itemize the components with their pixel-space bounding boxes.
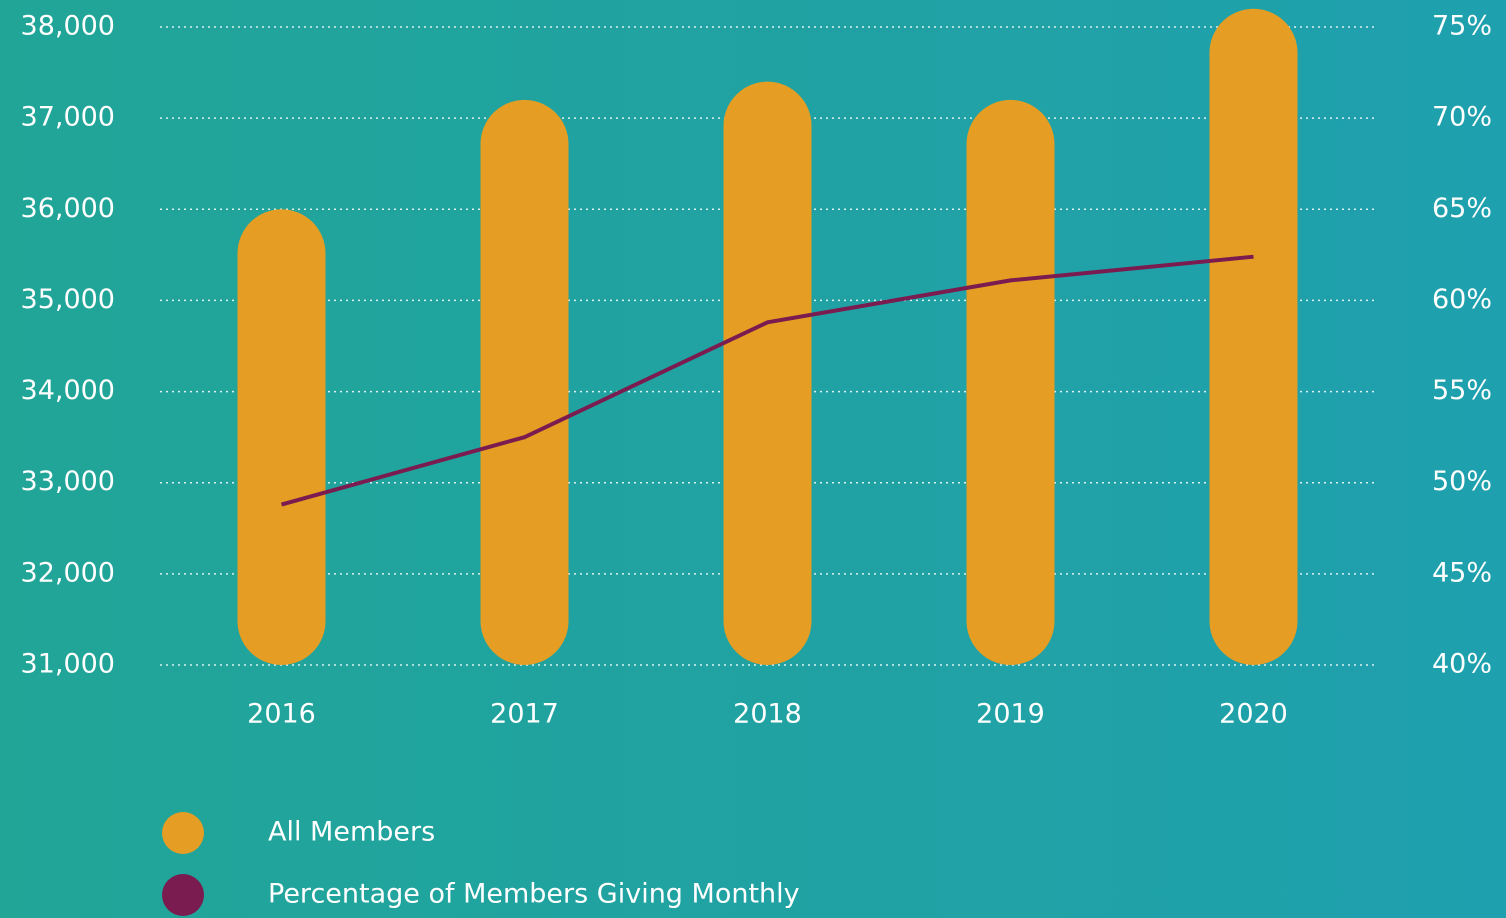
bar [237,209,326,666]
bar [723,81,812,665]
y2-tick-label: 55% [1432,375,1492,406]
y2-tick-label: 40% [1432,649,1492,680]
y-tick-label: 37,000 [21,102,115,133]
y-tick-label: 31,000 [21,649,115,680]
x-tick-label: 2017 [490,699,559,730]
legend-swatch [162,874,204,916]
bar [966,99,1055,665]
bar [480,99,569,665]
x-tick-label: 2018 [733,699,802,730]
y-tick-label: 33,000 [21,466,115,497]
legend-swatch [162,812,204,854]
y-tick-label: 38,000 [21,11,115,42]
y-tick-label: 32,000 [21,557,115,588]
y2-tick-label: 45% [1432,557,1492,588]
y-tick-label: 35,000 [21,284,115,315]
x-tick-label: 2016 [247,699,316,730]
y2-tick-label: 75% [1432,11,1492,42]
y-tick-label: 34,000 [21,375,115,406]
y2-tick-label: 60% [1432,284,1492,315]
x-tick-label: 2020 [1219,699,1288,730]
x-tick-label: 2019 [976,699,1045,730]
legend-label: Percentage of Members Giving Monthly [268,879,800,910]
legend-label: All Members [268,817,435,848]
line [280,254,1254,507]
y-tick-label: 36,000 [21,193,115,224]
y2-tick-label: 65% [1432,193,1492,224]
y2-tick-label: 50% [1432,466,1492,497]
bar [1209,8,1298,666]
y2-tick-label: 70% [1432,102,1492,133]
